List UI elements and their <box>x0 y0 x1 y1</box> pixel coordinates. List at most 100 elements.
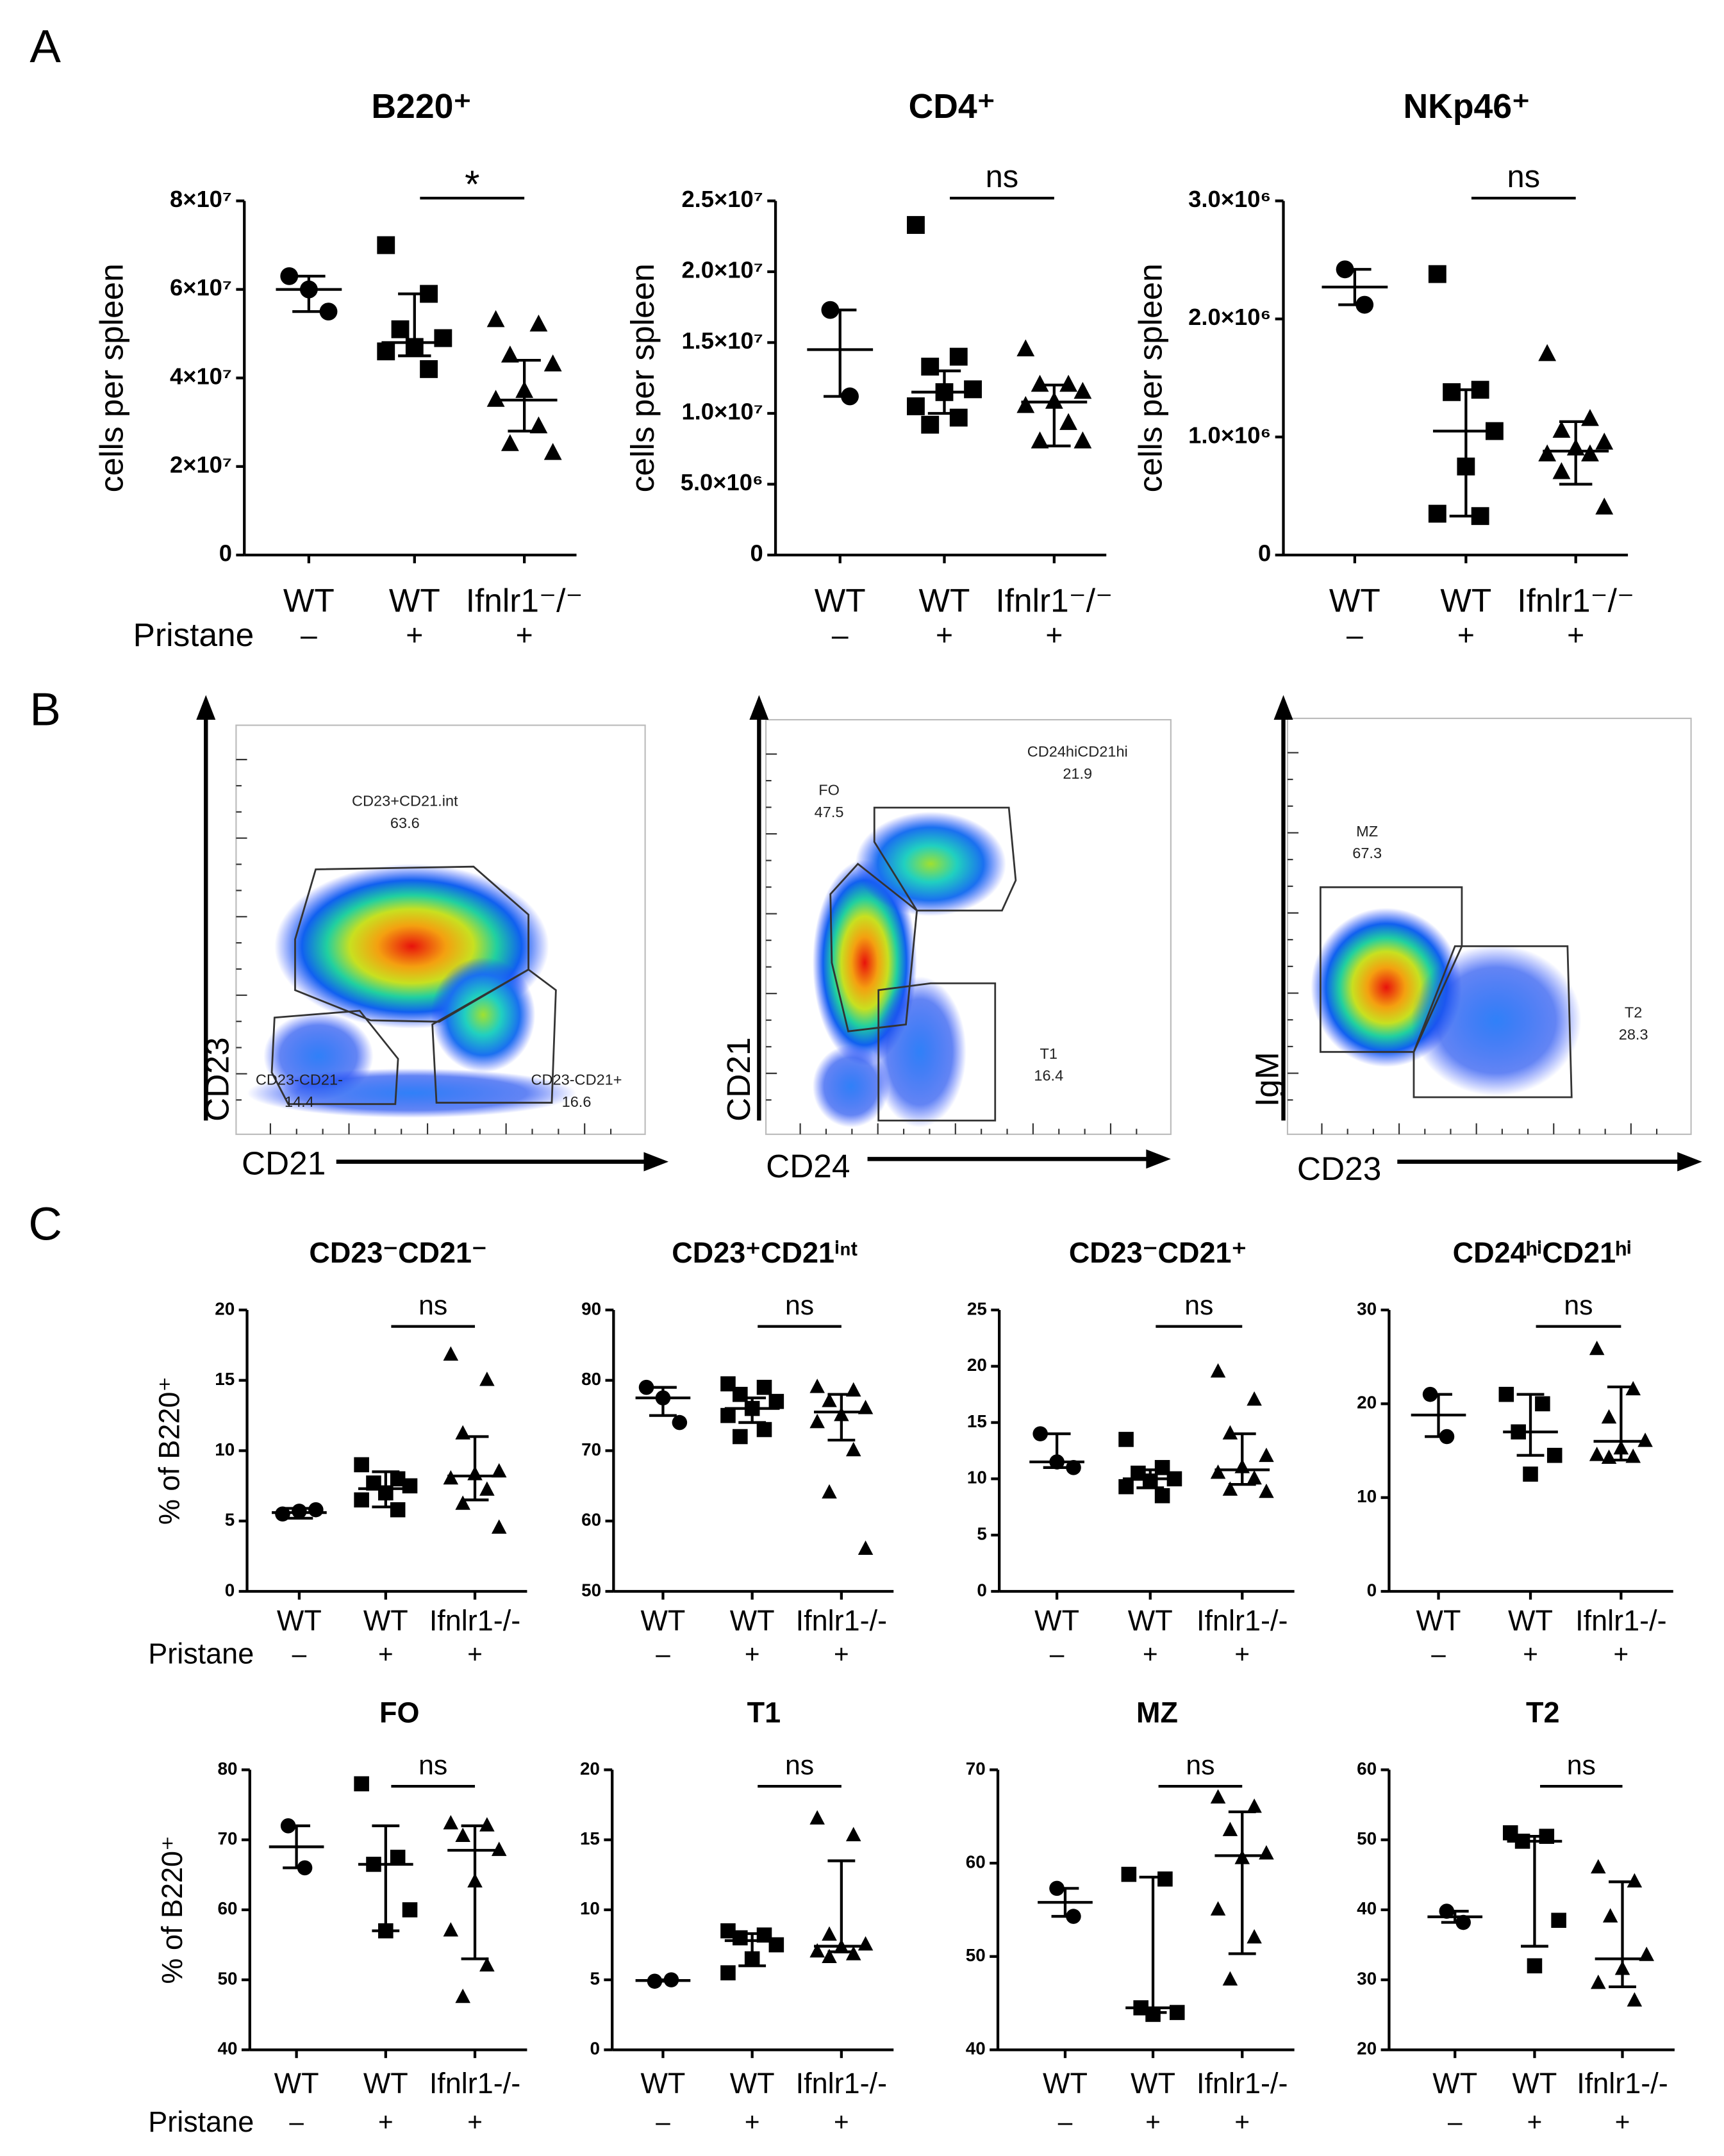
gate-percent: 14.4 <box>285 1093 314 1110</box>
data-point <box>1591 1975 1606 1989</box>
data-point <box>720 1376 736 1391</box>
data-point <box>663 1972 679 1987</box>
data-point <box>491 1841 507 1856</box>
data-point <box>1539 1828 1555 1844</box>
treatment-sign: – <box>656 2107 670 2137</box>
data-point <box>1131 1465 1146 1481</box>
y-tick-label: 10 <box>580 1898 600 1918</box>
data-point <box>744 1400 760 1416</box>
density-blob <box>431 957 536 1073</box>
y-tick-label: 5 <box>590 1968 599 1988</box>
data-point <box>501 345 519 363</box>
data-point <box>529 314 548 332</box>
treatment-label: Pristane <box>133 616 254 653</box>
y-tick-label: 0 <box>225 1580 235 1600</box>
treatment-sign: + <box>1143 1639 1158 1668</box>
density-blob <box>873 976 966 1128</box>
y-axis-label: % of B220⁺ <box>156 1836 188 1984</box>
data-point <box>292 1504 307 1519</box>
x-axis-label: CD23 <box>1297 1150 1381 1187</box>
x-tick-label: WT <box>389 582 440 619</box>
y-axis-label: cells per spleen <box>92 263 129 492</box>
data-point <box>1210 1363 1226 1378</box>
data-point <box>529 416 548 434</box>
data-point <box>1154 1488 1170 1504</box>
data-point <box>1142 1473 1158 1489</box>
x-tick-label: WT <box>640 2067 685 2100</box>
treatment-label: Pristane <box>148 1638 254 1670</box>
data-point <box>1032 1426 1048 1441</box>
y-tick-label: 0 <box>977 1580 986 1600</box>
x-tick-label: Ifnlr1-/- <box>796 1604 887 1637</box>
x-tick-label: Ifnlr1-/- <box>796 2067 887 2100</box>
y-tick-label: 1.0×10⁷ <box>681 399 763 425</box>
x-tick-label: WT <box>1131 2067 1175 2100</box>
x-tick-label: WT <box>1329 582 1380 619</box>
data-point <box>720 1965 736 1980</box>
gate-name: CD23-CD21+ <box>531 1072 622 1088</box>
data-point <box>377 342 395 361</box>
data-point <box>1121 1866 1137 1882</box>
data-point <box>1016 339 1035 356</box>
data-point <box>907 216 925 234</box>
data-point <box>1439 1429 1455 1445</box>
data-point <box>655 1390 671 1406</box>
chart-title: CD23⁻CD21⁻ <box>309 1236 486 1269</box>
gate-name: CD23+CD21.int <box>352 793 458 809</box>
x-tick-label: WT <box>1128 1604 1173 1637</box>
data-point <box>1234 1459 1250 1473</box>
gate-percent: 16.6 <box>562 1093 592 1110</box>
x-tick-label: WT <box>277 1604 322 1637</box>
x-tick-label: WT <box>730 1604 775 1637</box>
y-tick-label: 0 <box>1258 540 1271 567</box>
data-point <box>809 1943 825 1958</box>
gate-name: T1 <box>1040 1045 1057 1062</box>
gate-percent: 28.3 <box>1619 1026 1648 1043</box>
data-point <box>1639 1946 1654 1961</box>
y-tick-label: 2.0×10⁶ <box>1188 304 1271 330</box>
data-point <box>756 1422 772 1438</box>
data-point <box>1552 420 1571 438</box>
treatment-sign: – <box>1347 618 1363 652</box>
y-tick-label: 10 <box>215 1439 235 1459</box>
x-tick-label: Ifnlr1⁻/⁻ <box>466 582 583 619</box>
data-point <box>402 1902 418 1918</box>
gate-name: MZ <box>1356 823 1378 840</box>
treatment-sign: + <box>834 1639 849 1668</box>
data-point <box>1527 1958 1543 1974</box>
x-tick-label: Ifnlr1-/- <box>1575 1604 1666 1637</box>
significance-label: ns <box>419 1290 447 1321</box>
data-point <box>479 1817 495 1832</box>
gate <box>431 968 557 1104</box>
data-point <box>1471 507 1489 526</box>
significance-label: ns <box>1507 160 1541 194</box>
data-point <box>443 1814 459 1830</box>
data-point <box>1222 1971 1238 1986</box>
data-point <box>467 1873 483 1888</box>
data-point <box>1601 1449 1617 1464</box>
y-tick-label: 3.0×10⁶ <box>1188 186 1271 212</box>
y-tick-label: 50 <box>581 1580 601 1600</box>
data-point <box>1422 1386 1438 1402</box>
data-point <box>391 320 410 338</box>
treatment-sign: + <box>1045 618 1063 652</box>
data-point <box>354 1457 369 1473</box>
x-tick-label: Ifnlr1⁻/⁻ <box>995 582 1113 619</box>
data-point <box>809 1414 825 1429</box>
y-tick-label: 60 <box>581 1510 601 1530</box>
data-point <box>1455 1914 1471 1930</box>
y-tick-label: 6×10⁷ <box>170 274 232 301</box>
data-point <box>543 443 562 460</box>
treatment-sign: – <box>1448 2107 1463 2137</box>
y-tick-label: 40 <box>218 2039 238 2059</box>
x-tick-label: WT <box>1034 1604 1079 1637</box>
data-point <box>1031 374 1049 392</box>
data-point <box>297 1860 313 1876</box>
data-point <box>822 1926 837 1941</box>
panel-label: A <box>29 21 61 72</box>
treatment-sign: – <box>656 1639 670 1668</box>
data-point <box>822 1948 837 1963</box>
data-point <box>834 1939 849 1953</box>
data-point <box>501 434 519 451</box>
data-point <box>1247 1798 1262 1813</box>
